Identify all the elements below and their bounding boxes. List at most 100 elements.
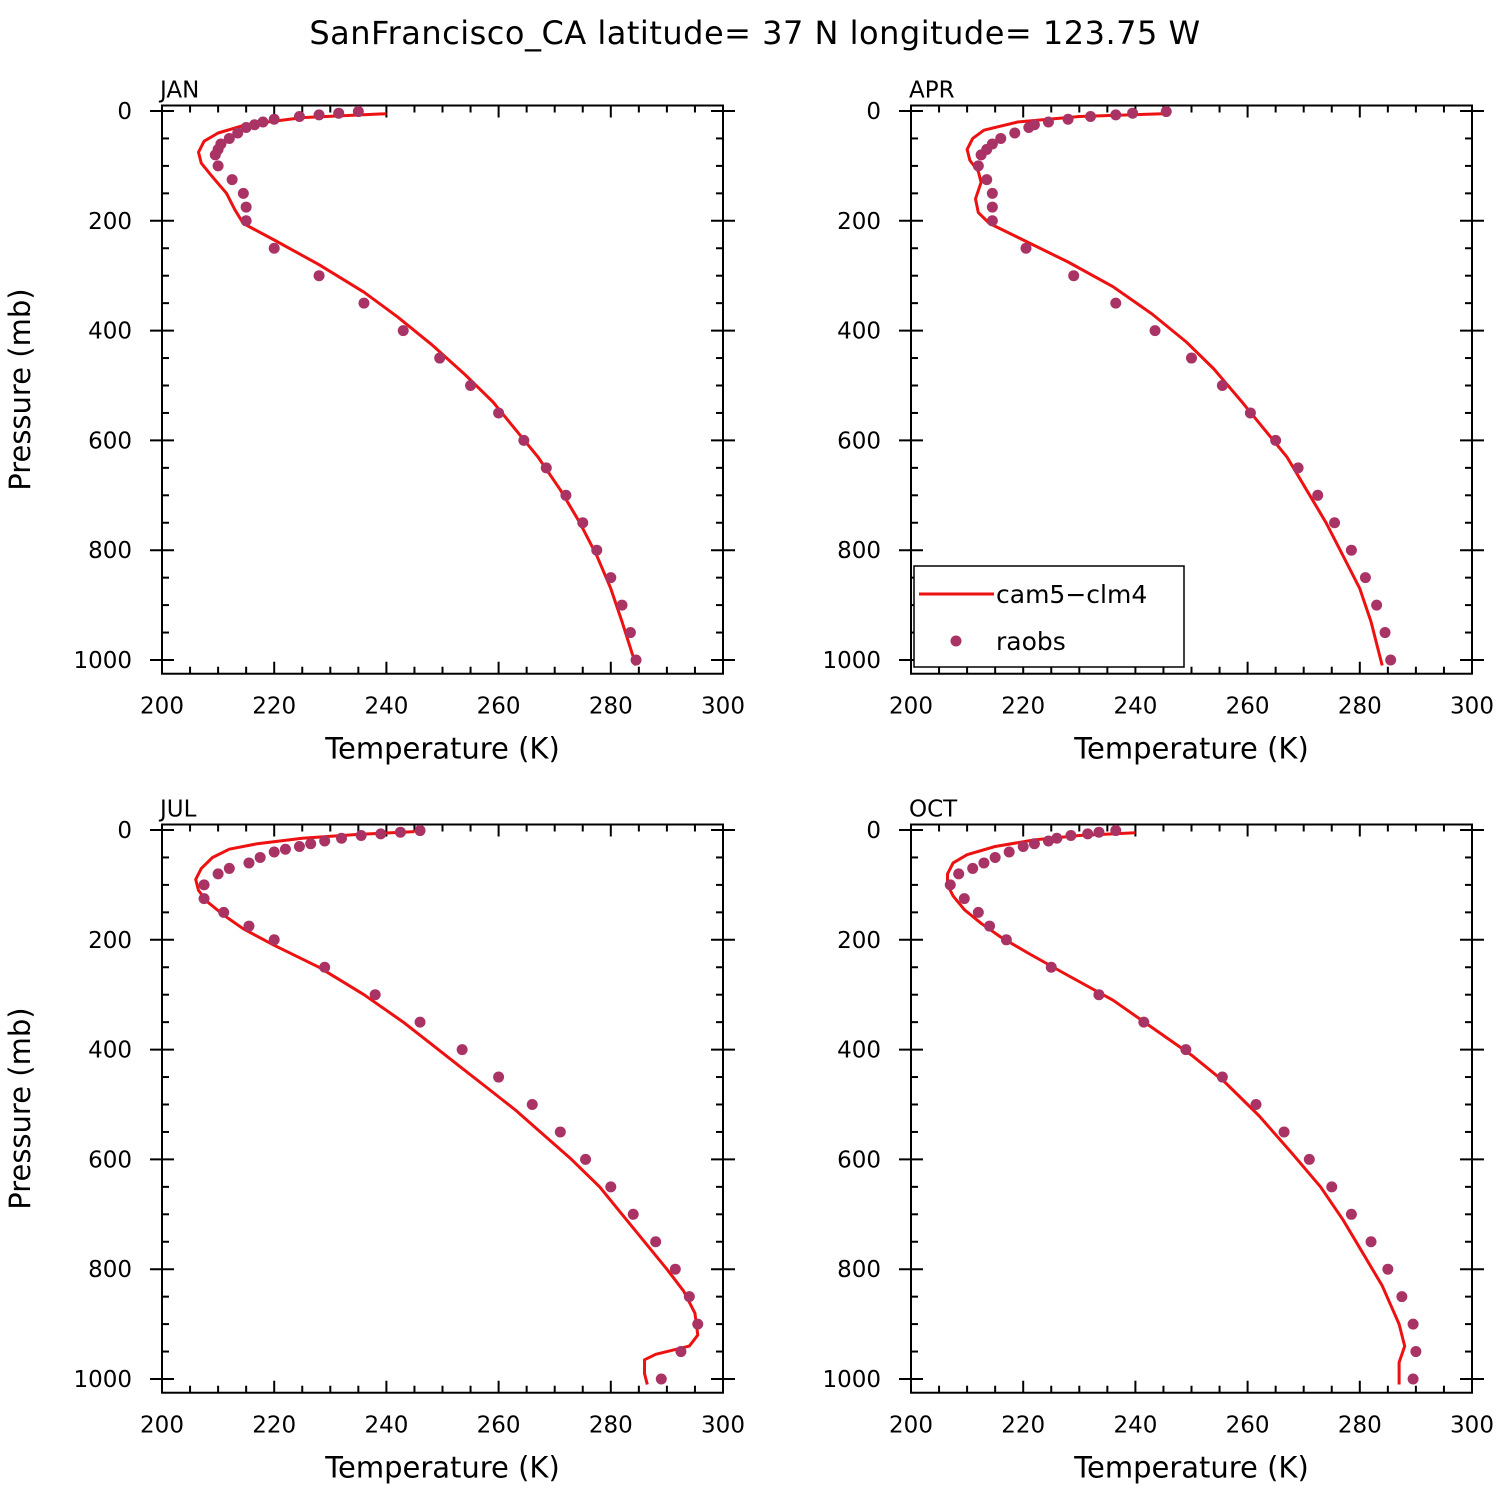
y-tick-label: 400 bbox=[88, 1038, 132, 1064]
data-point-raobs bbox=[232, 127, 244, 139]
y-tick-label: 600 bbox=[88, 1147, 132, 1173]
data-point-raobs bbox=[397, 325, 409, 337]
x-tick-label: 220 bbox=[252, 1413, 296, 1439]
data-point-raobs bbox=[630, 654, 642, 666]
x-tick-label: 260 bbox=[1226, 694, 1270, 720]
data-point-raobs bbox=[986, 187, 998, 199]
series-line-cam5-clm4 bbox=[197, 112, 638, 666]
y-tick-label: 1000 bbox=[822, 648, 881, 674]
data-point-raobs bbox=[1085, 110, 1097, 122]
data-point-raobs bbox=[305, 838, 317, 850]
data-point-raobs bbox=[1396, 1291, 1408, 1303]
y-axis-label: Pressure (mb) bbox=[3, 1007, 37, 1209]
y-tick-label: 600 bbox=[837, 428, 881, 454]
x-tick-label: 260 bbox=[477, 694, 521, 720]
data-point-raobs bbox=[616, 599, 628, 611]
data-point-raobs bbox=[1385, 654, 1397, 666]
plot-frame bbox=[161, 823, 724, 1394]
data-point-raobs bbox=[1407, 1318, 1419, 1330]
data-point-raobs bbox=[1110, 297, 1122, 309]
data-point-raobs bbox=[1371, 599, 1383, 611]
data-point-raobs bbox=[1017, 840, 1029, 852]
legend-marker-swatch bbox=[950, 635, 962, 647]
data-point-raobs bbox=[1278, 1126, 1290, 1138]
panel-oct: OCT 0 200 400 600 800 1000 200 220 240 260 280 300 Te… bbox=[822, 797, 1494, 1485]
data-point-raobs bbox=[1312, 489, 1324, 501]
data-point-raobs bbox=[624, 627, 636, 639]
y-tick-label: 200 bbox=[88, 209, 132, 235]
y-tick-label: 0 bbox=[866, 818, 881, 844]
data-point-raobs bbox=[1365, 1236, 1377, 1248]
data-point-raobs bbox=[198, 879, 210, 891]
data-point-raobs bbox=[989, 851, 1001, 863]
data-point-raobs bbox=[240, 201, 252, 213]
data-point-raobs bbox=[1028, 838, 1040, 850]
data-point-raobs bbox=[237, 187, 249, 199]
y-tick-label: 800 bbox=[837, 1257, 881, 1283]
data-point-raobs bbox=[560, 489, 572, 501]
y-tick-label: 800 bbox=[88, 1257, 132, 1283]
y-tick-label: 600 bbox=[837, 1147, 881, 1173]
y-tick-label: 600 bbox=[88, 428, 132, 454]
y-tick-label: 200 bbox=[837, 928, 881, 954]
x-axis-label: Temperature (K) bbox=[324, 1451, 560, 1485]
x-tick-label: 280 bbox=[1338, 694, 1382, 720]
data-point-raobs bbox=[1110, 825, 1122, 837]
series-line-cam5-clm4 bbox=[194, 830, 700, 1385]
data-point-raobs bbox=[1023, 121, 1035, 133]
x-tick-label: 240 bbox=[1113, 1413, 1157, 1439]
data-point-raobs bbox=[650, 1236, 662, 1248]
data-point-raobs bbox=[212, 868, 224, 880]
data-point-raobs bbox=[226, 174, 238, 186]
panel-label: APR bbox=[909, 78, 955, 104]
data-point-raobs bbox=[1244, 407, 1256, 419]
data-point-raobs bbox=[1216, 1071, 1228, 1083]
x-tick-label: 300 bbox=[1450, 694, 1494, 720]
y-tick-label: 1000 bbox=[73, 1367, 132, 1393]
panel-jul: JUL 0 200 400 600 800 1000 200 220 240 260 280 300 Te… bbox=[3, 797, 745, 1485]
data-point-raobs bbox=[627, 1208, 639, 1220]
figure-title: SanFrancisco_CA latitude= 37 N longitude… bbox=[309, 14, 1200, 52]
data-point-raobs bbox=[540, 462, 552, 474]
data-point-raobs bbox=[981, 174, 993, 186]
data-point-raobs bbox=[319, 961, 331, 973]
y-tick-label: 400 bbox=[837, 319, 881, 345]
y-tick-label: 1000 bbox=[822, 1367, 881, 1393]
data-point-raobs bbox=[577, 517, 589, 529]
data-point-raobs bbox=[212, 160, 224, 172]
y-tick-label: 1000 bbox=[73, 648, 132, 674]
data-point-raobs bbox=[369, 989, 381, 1001]
data-point-raobs bbox=[293, 840, 305, 852]
data-point-raobs bbox=[554, 1126, 566, 1138]
data-point-raobs bbox=[240, 121, 252, 133]
x-tick-label: 200 bbox=[140, 1413, 184, 1439]
data-point-raobs bbox=[972, 906, 984, 918]
x-tick-label: 220 bbox=[1001, 1413, 1045, 1439]
data-point-raobs bbox=[675, 1346, 687, 1358]
data-point-raobs bbox=[605, 1181, 617, 1193]
x-tick-label: 300 bbox=[701, 694, 745, 720]
data-point-raobs bbox=[268, 846, 280, 858]
y-tick-label: 0 bbox=[866, 99, 881, 125]
data-point-raobs bbox=[1345, 1208, 1357, 1220]
data-point-raobs bbox=[1407, 1373, 1419, 1385]
data-point-raobs bbox=[1180, 1044, 1192, 1056]
data-point-raobs bbox=[414, 1016, 426, 1028]
data-point-raobs bbox=[975, 149, 987, 161]
data-point-raobs bbox=[953, 868, 965, 880]
data-point-raobs bbox=[944, 879, 956, 891]
data-point-raobs bbox=[218, 906, 230, 918]
series-line-cam5-clm4 bbox=[946, 831, 1407, 1385]
legend-label-model: cam5−clm4 bbox=[996, 580, 1147, 609]
x-axis-label: Temperature (K) bbox=[1073, 732, 1309, 766]
data-point-raobs bbox=[995, 132, 1007, 144]
data-point-raobs bbox=[375, 828, 387, 840]
data-point-raobs bbox=[526, 1099, 538, 1110]
data-point-raobs bbox=[456, 1044, 468, 1056]
x-tick-label: 300 bbox=[1450, 1413, 1494, 1439]
y-tick-label: 200 bbox=[88, 928, 132, 954]
data-point-raobs bbox=[669, 1263, 681, 1275]
data-point-raobs bbox=[240, 215, 252, 227]
data-point-raobs bbox=[1082, 828, 1094, 840]
